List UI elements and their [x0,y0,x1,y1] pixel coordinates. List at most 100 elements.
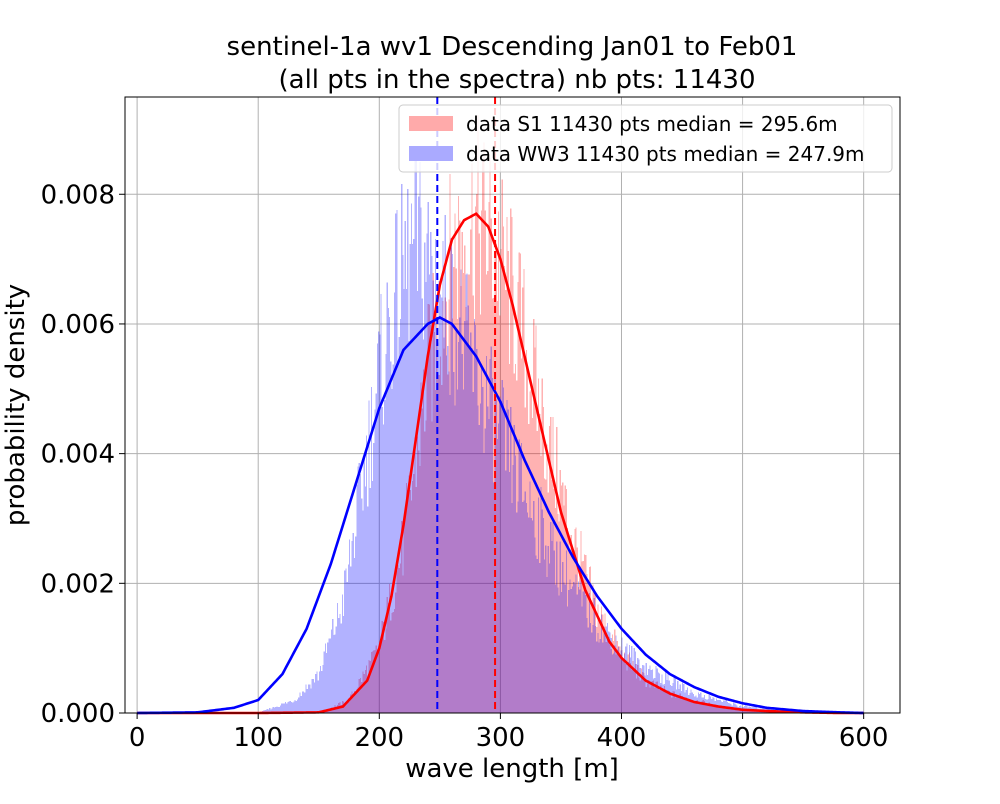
hist-bar-1-276 [471,348,472,713]
hist-bar-1-250 [440,294,441,713]
hist-bar-1-124 [287,702,288,713]
hist-bar-1-258 [450,395,451,713]
hist-bar-1-179 [354,558,355,713]
hist-bar-1-364 [578,582,579,713]
x-tick-label-2: 200 [354,723,404,753]
hist-bar-1-252 [442,241,443,713]
hist-bar-1-251 [441,298,442,713]
chart-title-line1: sentinel-1a wv1 Descending Jan01 to Feb0… [227,32,798,62]
hist-bar-1-467 [703,698,704,713]
hist-bar-1-393 [613,653,614,713]
hist-bar-1-346 [556,541,557,713]
hist-bar-1-275 [470,332,471,713]
x-tick-label-4: 400 [597,723,647,753]
hist-bar-1-146 [314,683,315,713]
hist-bar-1-369 [584,586,585,713]
hist-bar-1-389 [608,632,609,713]
hist-bar-1-256 [447,346,448,713]
hist-bar-1-270 [464,321,465,713]
hist-bar-1-149 [318,680,319,713]
hist-bar-1-302 [503,387,504,713]
hist-bar-1-137 [303,692,304,713]
hist-bar-1-177 [351,541,352,713]
hist-bar-1-298 [498,423,499,713]
hist-bar-1-228 [413,239,414,713]
hist-bar-1-322 [527,513,528,713]
hist-bar-1-318 [522,502,523,713]
hist-bar-1-297 [497,439,498,713]
hist-bar-1-141 [308,684,309,713]
hist-bar-1-307 [509,472,510,713]
hist-bar-1-312 [515,455,516,713]
hist-bar-1-331 [538,498,539,713]
hist-bar-1-400 [621,638,622,713]
hist-bar-1-409 [632,669,633,713]
hist-bar-1-373 [589,593,590,713]
hist-bar-1-301 [502,380,503,713]
hist-bar-1-159 [330,639,331,713]
hist-bar-1-408 [631,646,632,713]
hist-bar-1-381 [598,643,599,713]
hist-bar-1-316 [520,446,521,713]
y-tick-label-1: 0.002 [41,569,115,599]
hist-bar-1-459 [693,694,694,713]
hist-bar-1-359 [572,586,573,713]
hist-bar-1-164 [336,626,337,713]
hist-bar-1-321 [526,503,527,713]
hist-bar-1-153 [322,665,323,713]
hist-bar-1-207 [388,308,389,713]
hist-bar-1-362 [575,574,576,713]
hist-bar-1-340 [549,564,550,713]
hist-bar-1-433 [661,674,662,713]
hist-bar-1-213 [395,214,396,713]
hist-bar-1-375 [591,632,592,713]
hist-bar-1-352 [563,582,564,713]
hist-bar-1-398 [619,655,620,713]
hist-bar-1-282 [479,425,480,713]
hist-bar-1-196 [374,409,375,713]
hist-bar-1-405 [628,662,629,713]
hist-bar-1-470 [706,700,707,713]
hist-bar-1-397 [618,647,619,713]
hist-bar-1-435 [664,684,665,713]
hist-bar-1-284 [481,364,482,713]
hist-bar-1-338 [546,577,547,713]
hist-bar-1-354 [566,551,567,713]
hist-bar-1-145 [313,679,314,713]
hist-bar-1-469 [705,699,706,713]
hist-bar-1-410 [634,648,635,713]
hist-bar-1-162 [333,635,334,713]
hist-bar-1-296 [496,399,497,713]
hist-bar-1-310 [513,465,514,713]
hist-bar-1-395 [615,636,616,713]
hist-bar-1-219 [402,255,403,713]
hist-bar-1-242 [430,232,431,713]
hist-bar-1-281 [477,405,478,713]
hist-bar-1-212 [394,293,395,713]
hist-bar-1-178 [353,533,354,713]
hist-bar-1-299 [499,396,500,713]
hist-bar-1-140 [307,689,308,713]
hist-bar-1-279 [475,325,476,713]
hist-bar-1-161 [332,619,333,713]
hist-bar-1-427 [654,678,655,713]
hist-bar-1-172 [345,569,346,713]
hist-bar-1-263 [456,331,457,713]
hist-bar-1-456 [689,693,690,713]
hist-bar-1-363 [577,594,578,713]
hist-bar-1-462 [697,698,698,713]
hist-bar-1-430 [658,672,659,713]
hist-bar-1-420 [646,663,647,713]
chart-title-line2: (all pts in the spectra) nb pts: 11430 [279,65,756,95]
hist-bar-1-399 [620,651,621,713]
hist-bar-1-439 [669,680,670,713]
hist-bar-1-268 [462,354,463,713]
hist-bar-1-235 [422,299,423,713]
hist-bar-1-324 [529,482,530,713]
hist-bar-1-254 [445,215,446,713]
hist-bar-1-334 [542,510,543,713]
hist-bar-1-384 [602,642,603,713]
hist-bar-1-234 [420,208,421,713]
hist-bar-1-376 [592,625,593,713]
hist-bar-1-386 [605,633,606,713]
